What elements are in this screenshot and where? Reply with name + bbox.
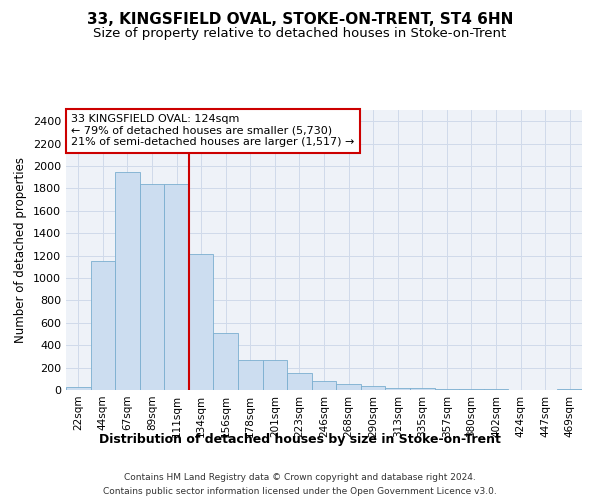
Bar	[336, 384, 361, 390]
Bar	[557, 389, 582, 390]
Bar	[115, 172, 140, 390]
Bar	[459, 389, 484, 390]
Bar	[238, 360, 263, 390]
Bar	[66, 387, 91, 390]
Text: 33 KINGSFIELD OVAL: 124sqm
← 79% of detached houses are smaller (5,730)
21% of s: 33 KINGSFIELD OVAL: 124sqm ← 79% of deta…	[71, 114, 355, 148]
Bar	[140, 184, 164, 390]
Bar	[214, 333, 238, 390]
Bar	[361, 386, 385, 390]
Bar	[410, 388, 434, 390]
Text: Distribution of detached houses by size in Stoke-on-Trent: Distribution of detached houses by size …	[99, 432, 501, 446]
Bar	[434, 389, 459, 390]
Bar	[312, 381, 336, 390]
Text: Contains HM Land Registry data © Crown copyright and database right 2024.: Contains HM Land Registry data © Crown c…	[124, 472, 476, 482]
Bar	[91, 261, 115, 390]
Bar	[287, 373, 312, 390]
Text: 33, KINGSFIELD OVAL, STOKE-ON-TRENT, ST4 6HN: 33, KINGSFIELD OVAL, STOKE-ON-TRENT, ST4…	[87, 12, 513, 28]
Bar	[189, 254, 214, 390]
Bar	[263, 360, 287, 390]
Bar	[164, 184, 189, 390]
Bar	[385, 388, 410, 390]
Y-axis label: Number of detached properties: Number of detached properties	[14, 157, 28, 343]
Text: Size of property relative to detached houses in Stoke-on-Trent: Size of property relative to detached ho…	[94, 28, 506, 40]
Text: Contains public sector information licensed under the Open Government Licence v3: Contains public sector information licen…	[103, 488, 497, 496]
